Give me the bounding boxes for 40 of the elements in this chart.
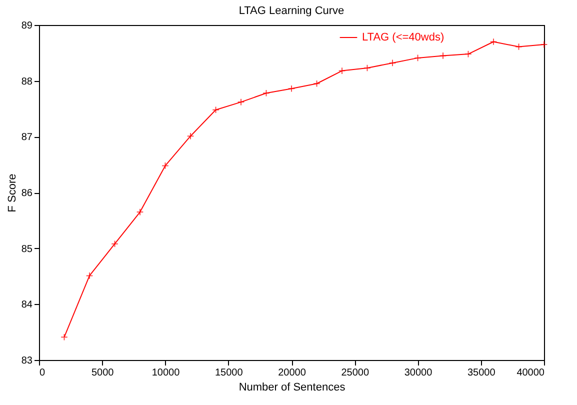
point <box>515 43 522 50</box>
y-tick-label: 89 <box>21 20 33 32</box>
x-tick-label: 40000 <box>516 368 545 378</box>
point <box>364 64 371 72</box>
point <box>464 50 472 58</box>
y-tick-label: 88 <box>21 76 33 88</box>
point <box>540 40 548 48</box>
y-axis-title: F Score <box>6 174 18 212</box>
y-tick-label: 84 <box>21 300 33 311</box>
x-tick-label: 5000 <box>92 368 114 378</box>
point <box>237 98 245 106</box>
chart-title: LTAG Learning Curve <box>238 5 344 17</box>
point <box>111 240 118 248</box>
x-tick-label: 10000 <box>152 368 180 378</box>
x-tick-label: 15000 <box>214 368 244 378</box>
x-axis-title: Number of Sentences <box>238 382 346 394</box>
point <box>162 162 169 170</box>
point <box>212 106 220 114</box>
point <box>60 333 68 341</box>
point <box>414 54 422 62</box>
y-tick-label: 87 <box>21 132 33 144</box>
point <box>186 132 194 140</box>
point <box>439 52 447 60</box>
x-tick-label: 35000 <box>467 368 496 378</box>
x-tick-label: 0 <box>40 368 46 378</box>
y-tick-label: 83 <box>21 356 33 366</box>
point <box>288 84 296 92</box>
point <box>262 89 270 97</box>
x-tick-label: 30000 <box>404 368 433 378</box>
point <box>388 59 396 67</box>
x-tick-label: 20000 <box>278 368 306 378</box>
point <box>313 80 320 88</box>
point <box>338 67 346 74</box>
point <box>136 208 144 216</box>
point <box>86 272 94 280</box>
y-tick-label: 85 <box>21 244 33 255</box>
x-tick-label: 25000 <box>341 368 370 378</box>
legend-label: LTAG (<=40wds) <box>362 32 444 44</box>
point <box>490 38 498 46</box>
y-tick-label: 86 <box>21 188 33 199</box>
